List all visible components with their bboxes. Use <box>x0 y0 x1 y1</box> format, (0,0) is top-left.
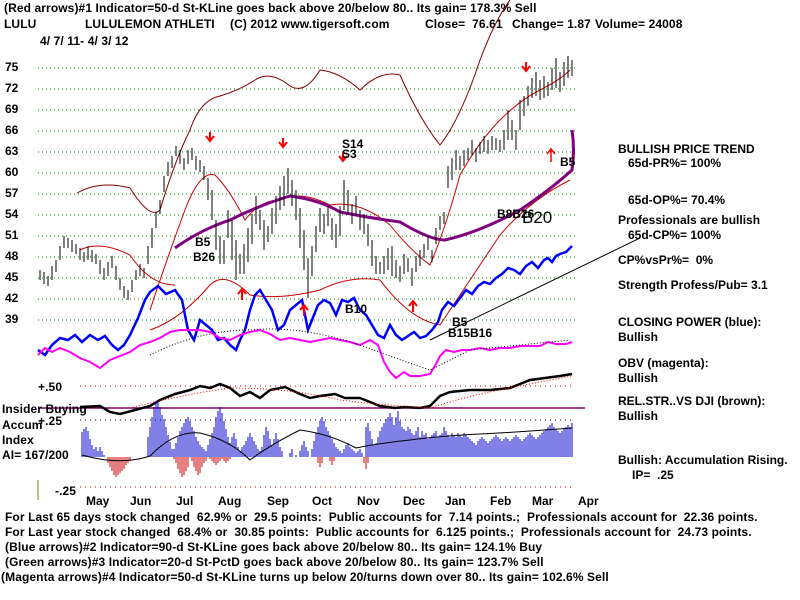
y-tick-39: 39 <box>5 312 19 326</box>
upper-band <box>149 69 571 311</box>
relstr-status: Bullish <box>618 409 659 423</box>
accum-tick-top: +.50 <box>38 380 63 394</box>
footer-65d-stats: For Last 65 days stock changed 62.9% or … <box>5 510 758 524</box>
y-tick-42: 42 <box>5 291 19 305</box>
y-tick-69: 69 <box>5 102 19 116</box>
closing-power-line <box>37 245 573 357</box>
cp-value: 65d-CP%= 100% <box>628 228 722 242</box>
ip-value: IP= .25 <box>632 468 674 482</box>
month-nov: Nov <box>357 494 380 508</box>
footer-year-stats: For Last year stock changed 68.4% or 30.… <box>5 525 752 539</box>
obv-status: Bullish <box>618 371 659 385</box>
volume-value: Volume= 24008 <box>595 17 683 31</box>
indicator-1-text: (Red arrows)#1 Indicator=50-d St-KLine g… <box>4 1 537 15</box>
label-b20: B20 <box>522 208 552 227</box>
y-tick-51: 51 <box>5 228 19 242</box>
professionals-bullish: Professionals are bullish <box>618 213 761 227</box>
indicator-2-text: (Blue arrows)#2 Indicator=90-d St-KLine … <box>5 540 543 554</box>
op-value: 65d-OP%= 70.4% <box>628 193 726 207</box>
month-jul: Jul <box>176 494 194 508</box>
month-oct: Oct <box>312 494 333 508</box>
label-b5-jul: B5 <box>195 235 211 249</box>
month-mar: Mar <box>532 494 554 508</box>
month-dec: Dec <box>403 494 426 508</box>
label-b26-jul: B26 <box>193 250 215 264</box>
moving-average <box>174 129 575 250</box>
outer-band-upper <box>76 0 511 213</box>
closing-power-label: CLOSING POWER (blue): <box>618 315 762 329</box>
index-label: Index <box>2 433 34 447</box>
company-name: LULULEMON ATHLETI <box>85 17 215 31</box>
y-tick-75: 75 <box>5 60 19 74</box>
lower-band <box>149 179 571 331</box>
strength-value: Strength Profess/Pub= 3.1 <box>618 278 768 292</box>
accum-histogram <box>81 401 573 477</box>
red-signal-arrows <box>205 62 556 316</box>
signal-labels: B5 B26 S14 S3 B10 B5 B15B16 B8B26 B20 B5 <box>193 137 576 340</box>
y-tick-57: 57 <box>5 186 19 200</box>
y-tick-72: 72 <box>5 81 19 95</box>
cp-ma-dotted <box>149 328 571 371</box>
accum-ma <box>81 427 573 462</box>
closing-power-status: Bullish <box>618 330 659 344</box>
month-jun: Jun <box>130 494 152 508</box>
indicator-4-text: (Magenta arrows)#4 Indicator=50-d St-KLi… <box>1 570 609 584</box>
trend-title: BULLISH PRICE TREND <box>618 142 755 156</box>
accumulation-status: Bullish: Accumulation Rising. <box>618 453 788 467</box>
y-tick-45: 45 <box>5 270 19 284</box>
y-tick-48: 48 <box>5 249 19 263</box>
pr-value: 65d-PR%= 100% <box>628 156 722 170</box>
obv-line <box>37 328 573 380</box>
y-tick-66: 66 <box>5 123 19 137</box>
month-may: May <box>86 494 110 508</box>
month-apr: Apr <box>578 494 599 508</box>
label-b10: B10 <box>345 302 367 316</box>
ticker-symbol: LULU <box>4 17 37 31</box>
y-tick-60: 60 <box>5 165 19 179</box>
label-b5-mar: B5 <box>560 155 576 169</box>
date-range: 4/ 7/ 11- 4/ 3/ 12 <box>40 34 129 48</box>
label-b8b26: B8B26 <box>497 207 535 221</box>
relstr-label: REL.STR..VS DJI (brown): <box>618 394 766 408</box>
change-value: Change= 1.87 <box>512 17 591 31</box>
label-b15b16: B15B16 <box>448 326 492 340</box>
cp-vs-pr: CP%vsPr%= 0% <box>618 253 714 267</box>
accum-panel <box>37 372 585 500</box>
close-value: Close= 76.61 <box>425 17 503 31</box>
label-s14: S14 <box>342 137 364 151</box>
month-aug: Aug <box>218 494 242 508</box>
price-bars <box>39 56 573 300</box>
accum-tick-mid: +.25 <box>38 414 63 428</box>
y-tick-63: 63 <box>5 144 19 158</box>
copyright: (C) 2012 www.tigersoft.com <box>230 17 390 31</box>
label-s3: S3 <box>342 147 357 161</box>
accum-label: Accum <box>2 418 43 432</box>
insider-buying-label: Insider Buying <box>2 402 87 416</box>
accum-tick-bottom: -.25 <box>55 484 77 498</box>
rel-strength-ma <box>129 375 573 409</box>
month-jan: Jan <box>445 494 466 508</box>
month-feb: Feb <box>490 494 512 508</box>
obv-label: OBV (magenta): <box>618 356 709 370</box>
rel-strength-line <box>79 372 573 416</box>
price-grid <box>38 67 575 321</box>
ai-value: AI= 167/200 <box>2 448 69 462</box>
indicator-3-text: (Green arrows)#3 Indicator=20-d St-PctD … <box>5 555 544 569</box>
trendline <box>429 237 641 341</box>
label-b5-jan: B5 <box>452 315 468 329</box>
month-sep: Sep <box>267 494 290 508</box>
mid-band <box>79 245 176 286</box>
y-tick-54: 54 <box>5 207 19 221</box>
